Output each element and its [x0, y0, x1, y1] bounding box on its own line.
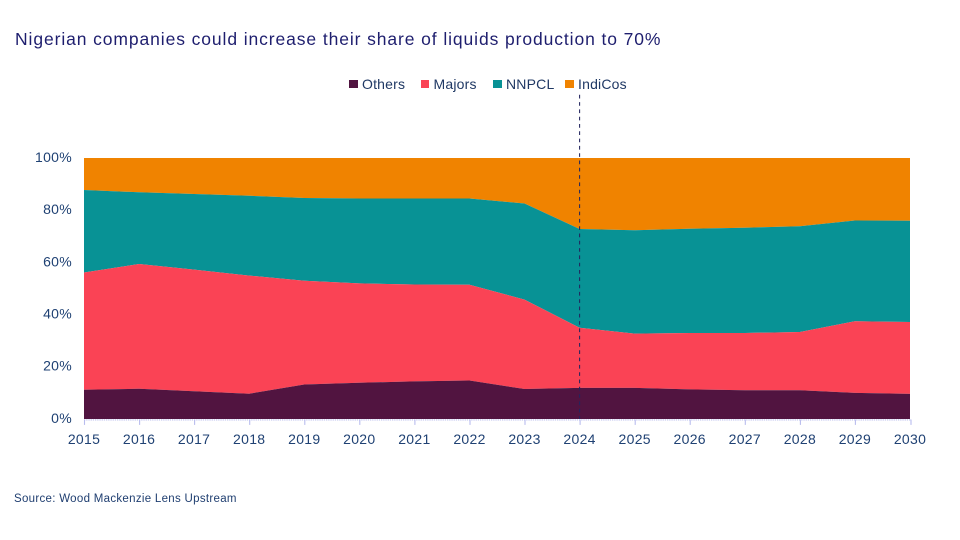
svg-text:2019: 2019 [288, 431, 320, 447]
svg-text:20%: 20% [43, 358, 72, 374]
svg-text:2018: 2018 [233, 431, 265, 447]
svg-text:2021: 2021 [398, 431, 430, 447]
svg-text:40%: 40% [43, 306, 72, 322]
svg-text:2017: 2017 [178, 431, 210, 447]
svg-text:2024: 2024 [563, 431, 595, 447]
svg-text:2016: 2016 [123, 431, 155, 447]
svg-text:2027: 2027 [729, 431, 761, 447]
svg-text:2030: 2030 [894, 431, 926, 447]
svg-text:60%: 60% [43, 253, 72, 269]
svg-text:2028: 2028 [784, 431, 816, 447]
svg-text:2026: 2026 [674, 431, 706, 447]
svg-text:2020: 2020 [343, 431, 375, 447]
svg-text:2025: 2025 [619, 431, 651, 447]
svg-text:2015: 2015 [68, 431, 100, 447]
svg-text:2029: 2029 [839, 431, 871, 447]
svg-text:2022: 2022 [453, 431, 485, 447]
svg-text:0%: 0% [51, 410, 72, 426]
svg-text:100%: 100% [35, 149, 72, 165]
svg-text:2023: 2023 [508, 431, 540, 447]
svg-text:80%: 80% [43, 201, 72, 217]
